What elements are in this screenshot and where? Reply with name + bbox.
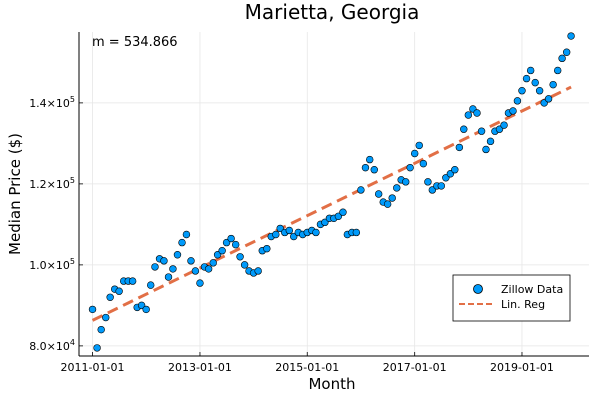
data-point: [424, 178, 432, 186]
data-point: [366, 155, 374, 164]
data-point: [486, 137, 495, 146]
data-point: [196, 279, 204, 287]
legend-label-linreg: Lin. Reg: [501, 298, 545, 311]
data-point: [227, 234, 235, 243]
data-point: [415, 141, 423, 150]
data-point: [231, 240, 240, 249]
x-tick-label: 2013-01-01: [168, 361, 232, 374]
chart-title: Marietta, Georgia: [245, 0, 420, 24]
data-point: [558, 54, 566, 63]
data-point: [522, 74, 531, 83]
data-point: [339, 208, 347, 216]
y-tick-label: 1.0×105: [29, 257, 75, 272]
data-point: [526, 66, 535, 75]
data-point: [97, 325, 105, 334]
data-point: [93, 344, 101, 352]
legend-box: [452, 274, 571, 322]
data-point: [142, 305, 150, 314]
data-point: [553, 66, 562, 75]
data-point: [464, 111, 473, 119]
data-point: [164, 273, 173, 281]
x-tick-label: 2019-01-01: [490, 361, 554, 374]
x-tick-label: 2011-01-01: [61, 361, 125, 374]
data-point: [388, 194, 396, 202]
y-tick-label: 8.0×104: [29, 338, 75, 353]
data-point: [370, 166, 378, 174]
x-tick-label: 2017-01-01: [383, 361, 447, 374]
data-point: [204, 265, 213, 273]
data-point: [254, 267, 262, 275]
data-point: [460, 125, 468, 133]
data-point: [182, 230, 191, 239]
data-point: [374, 190, 383, 198]
legend: Zillow Data Lin. Reg: [452, 274, 571, 322]
slope-annotation: m = 534.866: [92, 35, 178, 50]
x-axis-label: Month: [308, 375, 355, 393]
data-point: [393, 184, 401, 192]
data-point: [169, 265, 177, 273]
data-point: [455, 143, 464, 152]
regression-line-series: [91, 85, 572, 322]
data-point: [209, 259, 217, 267]
grid: [79, 32, 589, 356]
data-point: [263, 244, 271, 253]
data-point: [410, 149, 419, 158]
data-point: [191, 267, 200, 275]
y-tick-label: 1.4×105: [29, 95, 75, 110]
data-point: [477, 127, 486, 135]
data-point: [147, 281, 155, 289]
scatter-series: [88, 32, 575, 352]
y-tick-label: 1.2×105: [29, 176, 75, 191]
data-point: [361, 163, 370, 172]
data-point: [173, 251, 182, 259]
data-point: [312, 228, 320, 237]
data-point: [160, 257, 168, 265]
data-point: [88, 305, 97, 314]
data-point: [419, 159, 428, 168]
data-point: [178, 238, 186, 247]
data-point: [187, 257, 195, 265]
data-point: [500, 121, 508, 129]
data-point: [567, 32, 575, 40]
y-axis-label: Median Price ($): [6, 133, 24, 255]
data-point: [115, 287, 123, 295]
data-point: [383, 200, 392, 208]
data-point: [151, 263, 159, 271]
data-point: [473, 109, 481, 117]
data-point: [218, 247, 226, 255]
legend-label-zillow: Zillow Data: [501, 283, 563, 296]
data-point: [236, 253, 244, 261]
data-point: [518, 87, 526, 95]
data-point: [128, 277, 137, 285]
tick-labels: 2011-01-01 2013-01-01 2015-01-01 2017-01-01…: [29, 95, 554, 374]
data-point: [106, 293, 114, 301]
data-point: [451, 166, 459, 174]
data-point: [513, 97, 522, 105]
axes: [78, 32, 589, 357]
x-tick-label: 2015-01-01: [275, 361, 339, 374]
legend-marker-zillow: [473, 284, 483, 294]
data-point: [357, 186, 365, 194]
data-point: [406, 163, 414, 172]
data-point: [535, 87, 544, 95]
data-point: [544, 95, 553, 103]
data-point: [285, 226, 294, 235]
data-point: [509, 107, 517, 115]
data-point: [402, 178, 410, 186]
data-point: [562, 48, 571, 56]
data-point: [272, 230, 280, 239]
data-point: [482, 145, 490, 154]
regression-line: [91, 85, 572, 322]
data-point: [240, 261, 249, 269]
data-point: [437, 182, 445, 190]
data-point: [531, 78, 539, 87]
data-point: [549, 80, 557, 89]
data-point: [102, 313, 110, 322]
data-point: [352, 228, 361, 237]
